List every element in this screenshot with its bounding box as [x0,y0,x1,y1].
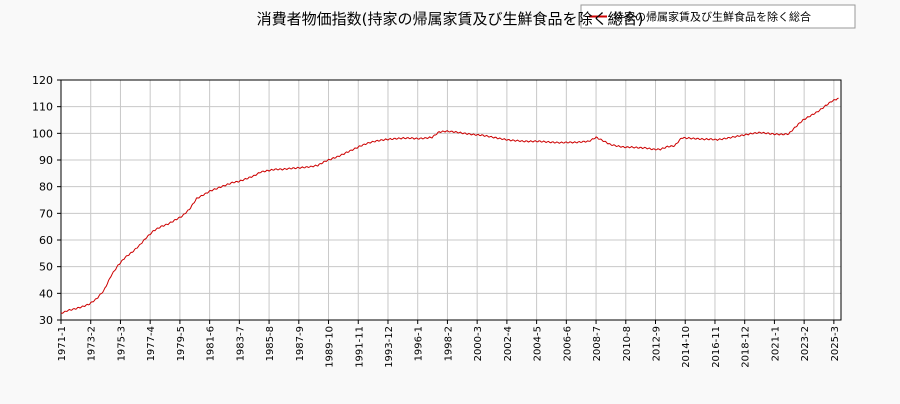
x-tick-label: 1991-11 [354,326,365,368]
x-tick-label: 1989-10 [325,326,336,368]
x-tick-label: 2002-4 [503,326,514,361]
x-tick-label: 2004-5 [533,326,544,361]
x-tick-label: 2014-10 [681,326,692,368]
y-tick-label: 80 [39,181,53,194]
y-tick-label: 30 [39,314,53,327]
y-tick-label: 100 [32,127,53,140]
y-tick-label: 120 [32,74,53,87]
x-tick-label: 1998-2 [443,326,454,361]
legend-label: 持家の帰属家賃及び生鮮食品を除く総合 [613,10,811,24]
x-tick-label: 2000-3 [473,326,484,361]
x-tick-label: 2023-2 [800,326,811,361]
y-tick-label: 110 [32,101,53,114]
x-tick-label: 1977-4 [146,326,157,361]
x-tick-label: 2016-11 [711,326,722,368]
x-tick-label: 1996-1 [414,326,425,361]
x-tick-label: 1975-3 [116,326,127,361]
x-tick-label: 1971-1 [57,326,68,361]
legend-box [580,4,856,29]
x-tick-label: 2021-1 [770,326,781,361]
plot-frame [60,79,842,321]
x-tick-label: 1983-7 [235,326,246,361]
x-tick-label: 1985-8 [265,326,276,361]
x-tick-label: 1981-6 [206,326,217,361]
y-tick-label: 60 [39,234,53,247]
series-line [60,97,839,314]
x-tick-label: 2006-6 [562,326,573,361]
y-tick-label: 40 [39,287,53,300]
x-tick-label: 2025-3 [830,326,841,361]
x-tick-label: 1973-2 [87,326,98,361]
plot-area [61,80,841,320]
x-tick-label: 2018-12 [741,326,752,368]
x-tick-label: 1979-5 [176,326,187,361]
y-tick-label: 50 [39,261,53,274]
x-tick-label: 2010-8 [622,326,633,361]
x-tick-label: 2012-9 [652,326,663,361]
y-tick-label: 70 [39,207,53,220]
x-tick-label: 2008-7 [592,326,603,361]
x-tick-label: 1987-9 [295,326,306,361]
y-tick-label: 90 [39,154,53,167]
x-tick-label: 1993-12 [384,326,395,368]
